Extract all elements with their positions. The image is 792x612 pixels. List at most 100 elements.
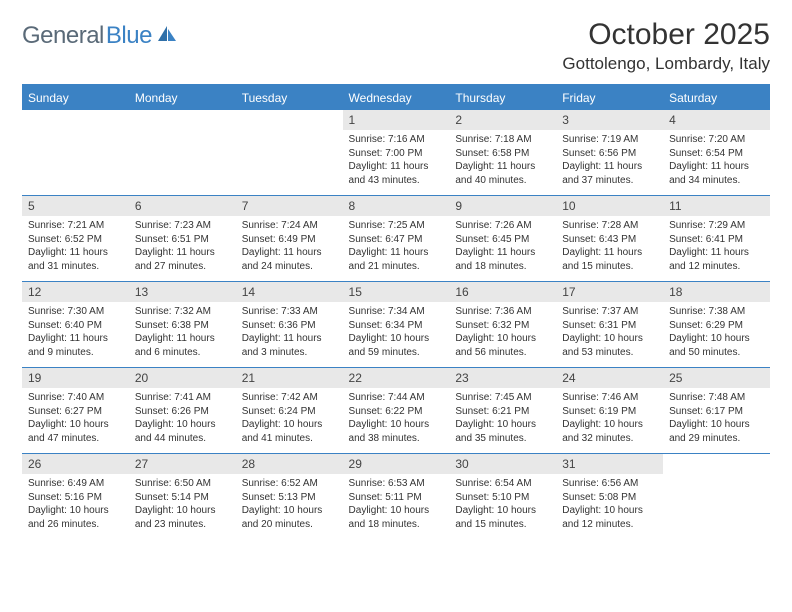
sunrise-text: Sunrise: 7:33 AM [242, 305, 337, 319]
week-row: 12Sunrise: 7:30 AMSunset: 6:40 PMDayligh… [22, 282, 770, 368]
day-details: Sunrise: 7:23 AMSunset: 6:51 PMDaylight:… [129, 216, 236, 281]
day-number: 15 [343, 282, 450, 302]
week-row: 26Sunrise: 6:49 AMSunset: 5:16 PMDayligh… [22, 454, 770, 540]
day-number: 6 [129, 196, 236, 216]
day-number: 27 [129, 454, 236, 474]
daylight-text: Daylight: 11 hours and 43 minutes. [349, 160, 444, 187]
day-cell: .... [236, 110, 343, 196]
day-number: 11 [663, 196, 770, 216]
day-details: Sunrise: 7:30 AMSunset: 6:40 PMDaylight:… [22, 302, 129, 367]
sunset-text: Sunset: 6:40 PM [28, 319, 123, 333]
sunset-text: Sunset: 6:45 PM [455, 233, 550, 247]
day-number: 21 [236, 368, 343, 388]
day-details: Sunrise: 7:36 AMSunset: 6:32 PMDaylight:… [449, 302, 556, 367]
day-details: Sunrise: 7:32 AMSunset: 6:38 PMDaylight:… [129, 302, 236, 367]
month-year: October 2025 [562, 18, 770, 52]
day-details: Sunrise: 6:53 AMSunset: 5:11 PMDaylight:… [343, 474, 450, 539]
daylight-text: Daylight: 10 hours and 38 minutes. [349, 418, 444, 445]
day-details: Sunrise: 7:19 AMSunset: 6:56 PMDaylight:… [556, 130, 663, 195]
sunrise-text: Sunrise: 7:41 AM [135, 391, 230, 405]
day-cell: 13Sunrise: 7:32 AMSunset: 6:38 PMDayligh… [129, 282, 236, 368]
daylight-text: Daylight: 10 hours and 53 minutes. [562, 332, 657, 359]
sunset-text: Sunset: 6:41 PM [669, 233, 764, 247]
day-number: 4 [663, 110, 770, 130]
sunset-text: Sunset: 6:22 PM [349, 405, 444, 419]
sunrise-text: Sunrise: 7:29 AM [669, 219, 764, 233]
day-cell: 9Sunrise: 7:26 AMSunset: 6:45 PMDaylight… [449, 196, 556, 282]
sunset-text: Sunset: 6:38 PM [135, 319, 230, 333]
day-details: Sunrise: 6:54 AMSunset: 5:10 PMDaylight:… [449, 474, 556, 539]
sunset-text: Sunset: 6:52 PM [28, 233, 123, 247]
daylight-text: Daylight: 11 hours and 3 minutes. [242, 332, 337, 359]
day-header: Wednesday [343, 85, 450, 110]
daylight-text: Daylight: 11 hours and 21 minutes. [349, 246, 444, 273]
day-details: Sunrise: 6:50 AMSunset: 5:14 PMDaylight:… [129, 474, 236, 539]
day-cell: 31Sunrise: 6:56 AMSunset: 5:08 PMDayligh… [556, 454, 663, 540]
sunrise-text: Sunrise: 7:36 AM [455, 305, 550, 319]
sunset-text: Sunset: 6:47 PM [349, 233, 444, 247]
daylight-text: Daylight: 10 hours and 35 minutes. [455, 418, 550, 445]
day-details: Sunrise: 7:34 AMSunset: 6:34 PMDaylight:… [343, 302, 450, 367]
day-number: 8 [343, 196, 450, 216]
brand-name-2: Blue [106, 22, 152, 50]
daylight-text: Daylight: 10 hours and 15 minutes. [455, 504, 550, 531]
day-details: Sunrise: 7:18 AMSunset: 6:58 PMDaylight:… [449, 130, 556, 195]
sunset-text: Sunset: 6:56 PM [562, 147, 657, 161]
day-cell: 14Sunrise: 7:33 AMSunset: 6:36 PMDayligh… [236, 282, 343, 368]
day-cell: 10Sunrise: 7:28 AMSunset: 6:43 PMDayligh… [556, 196, 663, 282]
day-cell: 23Sunrise: 7:45 AMSunset: 6:21 PMDayligh… [449, 368, 556, 454]
day-details: Sunrise: 7:33 AMSunset: 6:36 PMDaylight:… [236, 302, 343, 367]
sunrise-text: Sunrise: 7:38 AM [669, 305, 764, 319]
day-number: 19 [22, 368, 129, 388]
day-cell: 12Sunrise: 7:30 AMSunset: 6:40 PMDayligh… [22, 282, 129, 368]
sunset-text: Sunset: 6:58 PM [455, 147, 550, 161]
sunset-text: Sunset: 5:14 PM [135, 491, 230, 505]
daylight-text: Daylight: 10 hours and 32 minutes. [562, 418, 657, 445]
day-cell: 27Sunrise: 6:50 AMSunset: 5:14 PMDayligh… [129, 454, 236, 540]
daylight-text: Daylight: 10 hours and 12 minutes. [562, 504, 657, 531]
day-cell: 15Sunrise: 7:34 AMSunset: 6:34 PMDayligh… [343, 282, 450, 368]
day-number: 20 [129, 368, 236, 388]
day-cell: 26Sunrise: 6:49 AMSunset: 5:16 PMDayligh… [22, 454, 129, 540]
sunrise-text: Sunrise: 7:23 AM [135, 219, 230, 233]
day-details: Sunrise: 6:49 AMSunset: 5:16 PMDaylight:… [22, 474, 129, 539]
day-details: Sunrise: 6:52 AMSunset: 5:13 PMDaylight:… [236, 474, 343, 539]
day-number: 3 [556, 110, 663, 130]
sunrise-text: Sunrise: 7:42 AM [242, 391, 337, 405]
sunset-text: Sunset: 5:11 PM [349, 491, 444, 505]
day-details: Sunrise: 7:41 AMSunset: 6:26 PMDaylight:… [129, 388, 236, 453]
day-cell: .... [129, 110, 236, 196]
daylight-text: Daylight: 10 hours and 26 minutes. [28, 504, 123, 531]
sunset-text: Sunset: 5:16 PM [28, 491, 123, 505]
day-number: 31 [556, 454, 663, 474]
sunrise-text: Sunrise: 7:34 AM [349, 305, 444, 319]
day-header-row: Sunday Monday Tuesday Wednesday Thursday… [22, 85, 770, 110]
sunrise-text: Sunrise: 6:53 AM [349, 477, 444, 491]
day-header: Thursday [449, 85, 556, 110]
daylight-text: Daylight: 11 hours and 15 minutes. [562, 246, 657, 273]
brand-logo: GeneralBlue [22, 22, 178, 50]
daylight-text: Daylight: 11 hours and 18 minutes. [455, 246, 550, 273]
day-number: 24 [556, 368, 663, 388]
day-cell: 29Sunrise: 6:53 AMSunset: 5:11 PMDayligh… [343, 454, 450, 540]
daylight-text: Daylight: 11 hours and 34 minutes. [669, 160, 764, 187]
day-cell: .... [663, 454, 770, 540]
day-header: Friday [556, 85, 663, 110]
sunrise-text: Sunrise: 7:32 AM [135, 305, 230, 319]
sunrise-text: Sunrise: 6:52 AM [242, 477, 337, 491]
day-number: 25 [663, 368, 770, 388]
day-details: Sunrise: 7:45 AMSunset: 6:21 PMDaylight:… [449, 388, 556, 453]
location: Gottolengo, Lombardy, Italy [562, 54, 770, 74]
sunrise-text: Sunrise: 7:24 AM [242, 219, 337, 233]
daylight-text: Daylight: 11 hours and 12 minutes. [669, 246, 764, 273]
sunset-text: Sunset: 6:19 PM [562, 405, 657, 419]
sunrise-text: Sunrise: 7:30 AM [28, 305, 123, 319]
sunrise-text: Sunrise: 6:56 AM [562, 477, 657, 491]
day-details: Sunrise: 7:29 AMSunset: 6:41 PMDaylight:… [663, 216, 770, 281]
day-number: 12 [22, 282, 129, 302]
day-number: 5 [22, 196, 129, 216]
sunrise-text: Sunrise: 7:46 AM [562, 391, 657, 405]
day-cell: 20Sunrise: 7:41 AMSunset: 6:26 PMDayligh… [129, 368, 236, 454]
week-row: 5Sunrise: 7:21 AMSunset: 6:52 PMDaylight… [22, 196, 770, 282]
day-cell: 16Sunrise: 7:36 AMSunset: 6:32 PMDayligh… [449, 282, 556, 368]
